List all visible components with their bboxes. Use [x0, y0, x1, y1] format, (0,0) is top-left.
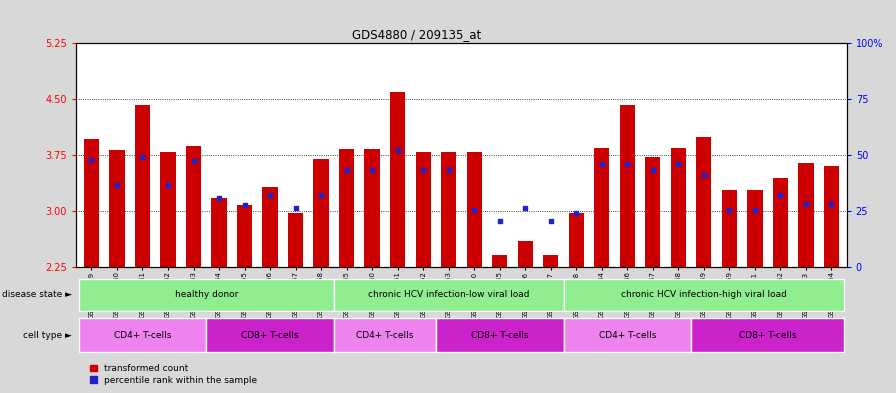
Point [493, 218, 507, 224]
Point [416, 167, 430, 173]
Point [620, 161, 634, 167]
Point [747, 207, 762, 213]
Text: cell type ►: cell type ► [22, 331, 72, 340]
Bar [109, 150, 125, 267]
Text: GDS4880 / 209135_at: GDS4880 / 209135_at [352, 28, 481, 41]
Bar [436, 318, 564, 352]
Point [314, 192, 328, 198]
Bar [492, 255, 507, 267]
Point [798, 200, 813, 207]
Point [263, 192, 277, 198]
Text: CD8+ T-cells: CD8+ T-cells [241, 331, 299, 340]
Bar [721, 190, 737, 267]
Bar [416, 151, 431, 267]
Bar [747, 190, 762, 267]
Point [773, 192, 788, 198]
Bar [134, 105, 151, 267]
Point [84, 157, 99, 163]
Bar [620, 105, 635, 267]
Text: chronic HCV infection-high viral load: chronic HCV infection-high viral load [621, 290, 787, 299]
Bar [79, 279, 334, 310]
Bar [691, 318, 844, 352]
Text: healthy donor: healthy donor [175, 290, 238, 299]
Point [646, 167, 660, 173]
Text: disease state ►: disease state ► [2, 290, 72, 299]
Legend: transformed count, percentile rank within the sample: transformed count, percentile rank withi… [90, 364, 257, 385]
Bar [288, 213, 303, 267]
Bar [314, 159, 329, 267]
Point [697, 172, 711, 178]
Bar [185, 146, 202, 267]
Point [110, 182, 125, 188]
Bar [211, 198, 227, 267]
Bar [518, 241, 533, 267]
Bar [79, 318, 206, 352]
Bar [564, 279, 844, 310]
Point [544, 218, 558, 224]
Point [211, 195, 226, 201]
Point [391, 147, 405, 153]
Bar [798, 163, 814, 267]
Bar [206, 318, 334, 352]
Text: CD4+ T-cells: CD4+ T-cells [357, 331, 414, 340]
Bar [569, 213, 584, 267]
Bar [334, 318, 436, 352]
Text: CD8+ T-cells: CD8+ T-cells [471, 331, 529, 340]
Text: chronic HCV infection-low viral load: chronic HCV infection-low viral load [368, 290, 530, 299]
Point [289, 204, 303, 211]
Bar [671, 148, 686, 267]
Text: CD8+ T-cells: CD8+ T-cells [739, 331, 797, 340]
Bar [390, 92, 405, 267]
Point [340, 167, 354, 173]
Bar [334, 279, 564, 310]
Bar [441, 151, 456, 267]
Text: CD4+ T-cells: CD4+ T-cells [599, 331, 656, 340]
Point [824, 200, 839, 207]
Bar [263, 187, 278, 267]
Point [722, 207, 737, 213]
Bar [467, 151, 482, 267]
Point [569, 209, 583, 216]
Point [135, 154, 150, 160]
Text: CD4+ T-cells: CD4+ T-cells [114, 331, 171, 340]
Bar [84, 139, 99, 267]
Bar [645, 157, 660, 267]
Bar [339, 149, 354, 267]
Point [186, 158, 201, 164]
Point [518, 204, 532, 211]
Point [365, 167, 379, 173]
Point [671, 161, 685, 167]
Bar [594, 148, 609, 267]
Point [467, 207, 481, 213]
Point [161, 182, 176, 188]
Bar [543, 255, 558, 267]
Bar [772, 178, 788, 267]
Bar [696, 136, 711, 267]
Point [442, 167, 456, 173]
Bar [237, 205, 252, 267]
Bar [365, 149, 380, 267]
Bar [823, 166, 839, 267]
Bar [564, 318, 691, 352]
Point [595, 161, 609, 167]
Bar [160, 151, 176, 267]
Point [237, 202, 252, 208]
